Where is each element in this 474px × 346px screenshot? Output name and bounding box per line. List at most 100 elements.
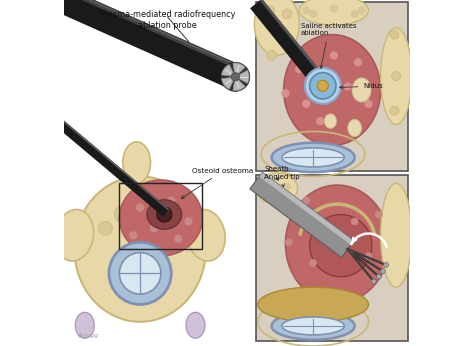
Ellipse shape bbox=[187, 210, 225, 261]
Ellipse shape bbox=[282, 317, 344, 335]
Ellipse shape bbox=[74, 176, 206, 322]
Ellipse shape bbox=[119, 180, 202, 256]
Circle shape bbox=[365, 100, 373, 108]
Ellipse shape bbox=[272, 143, 355, 172]
Ellipse shape bbox=[282, 148, 344, 167]
Ellipse shape bbox=[272, 312, 355, 340]
Circle shape bbox=[330, 4, 338, 13]
Circle shape bbox=[167, 197, 175, 205]
Circle shape bbox=[383, 263, 389, 267]
Circle shape bbox=[310, 259, 317, 267]
Circle shape bbox=[381, 269, 385, 274]
Ellipse shape bbox=[381, 183, 412, 287]
Bar bbox=[119, 183, 202, 249]
Circle shape bbox=[174, 235, 182, 243]
Polygon shape bbox=[250, 172, 354, 257]
Circle shape bbox=[295, 65, 303, 73]
Circle shape bbox=[376, 274, 381, 279]
Polygon shape bbox=[59, 117, 169, 211]
Circle shape bbox=[231, 73, 239, 81]
Polygon shape bbox=[41, 0, 242, 90]
Circle shape bbox=[146, 210, 162, 226]
Polygon shape bbox=[250, 172, 354, 257]
Ellipse shape bbox=[285, 185, 389, 303]
Circle shape bbox=[276, 188, 284, 196]
Circle shape bbox=[285, 238, 293, 246]
Circle shape bbox=[330, 51, 338, 60]
Text: Jkrugg: Jkrugg bbox=[78, 333, 98, 338]
Wedge shape bbox=[221, 77, 235, 89]
Ellipse shape bbox=[186, 312, 205, 338]
Circle shape bbox=[365, 252, 372, 260]
Ellipse shape bbox=[352, 78, 371, 102]
Circle shape bbox=[354, 58, 362, 66]
Ellipse shape bbox=[324, 114, 337, 128]
Circle shape bbox=[302, 100, 310, 108]
Wedge shape bbox=[233, 63, 245, 77]
Circle shape bbox=[136, 203, 144, 212]
Text: Sheath: Sheath bbox=[264, 166, 289, 180]
Circle shape bbox=[265, 6, 275, 15]
Polygon shape bbox=[260, 172, 354, 244]
Circle shape bbox=[390, 30, 399, 39]
Circle shape bbox=[375, 211, 383, 218]
Ellipse shape bbox=[147, 200, 182, 229]
Circle shape bbox=[129, 231, 137, 239]
Wedge shape bbox=[233, 77, 245, 91]
Circle shape bbox=[281, 89, 290, 98]
Text: Angled tip: Angled tip bbox=[264, 174, 299, 187]
Wedge shape bbox=[235, 70, 249, 83]
Polygon shape bbox=[50, 0, 242, 71]
Circle shape bbox=[184, 217, 193, 226]
Circle shape bbox=[283, 183, 292, 191]
Circle shape bbox=[309, 10, 317, 18]
Circle shape bbox=[109, 242, 171, 304]
FancyBboxPatch shape bbox=[256, 2, 408, 171]
Circle shape bbox=[99, 221, 112, 235]
Circle shape bbox=[157, 207, 172, 222]
Circle shape bbox=[316, 117, 324, 125]
Circle shape bbox=[344, 82, 352, 91]
Circle shape bbox=[266, 181, 274, 189]
Ellipse shape bbox=[284, 35, 381, 145]
Circle shape bbox=[273, 30, 283, 39]
Circle shape bbox=[299, 211, 307, 218]
Circle shape bbox=[310, 73, 336, 99]
Ellipse shape bbox=[123, 142, 151, 183]
Ellipse shape bbox=[299, 0, 368, 25]
Circle shape bbox=[221, 62, 250, 91]
Circle shape bbox=[119, 253, 161, 294]
Ellipse shape bbox=[254, 0, 299, 55]
Circle shape bbox=[317, 80, 328, 91]
Ellipse shape bbox=[256, 173, 298, 204]
Circle shape bbox=[172, 226, 184, 238]
Ellipse shape bbox=[310, 215, 372, 277]
Ellipse shape bbox=[381, 28, 412, 125]
Text: Nidus: Nidus bbox=[340, 83, 383, 89]
Wedge shape bbox=[221, 64, 235, 77]
Text: Osteoid osteoma: Osteoid osteoma bbox=[181, 168, 253, 199]
Circle shape bbox=[371, 279, 376, 284]
Text: Saline activates
ablation: Saline activates ablation bbox=[301, 23, 356, 69]
Circle shape bbox=[351, 218, 358, 225]
Circle shape bbox=[302, 6, 310, 15]
Ellipse shape bbox=[75, 312, 94, 338]
Circle shape bbox=[305, 68, 341, 104]
Circle shape bbox=[150, 224, 158, 233]
Ellipse shape bbox=[348, 119, 362, 137]
Text: Plasma-mediated radiofrequency
ablation probe: Plasma-mediated radiofrequency ablation … bbox=[100, 10, 235, 30]
Ellipse shape bbox=[55, 210, 94, 261]
Polygon shape bbox=[250, 0, 328, 90]
Polygon shape bbox=[259, 172, 354, 245]
Circle shape bbox=[350, 10, 359, 18]
Circle shape bbox=[114, 206, 131, 223]
Circle shape bbox=[267, 51, 276, 60]
Circle shape bbox=[392, 72, 401, 81]
Circle shape bbox=[283, 9, 292, 19]
Polygon shape bbox=[260, 0, 328, 82]
Ellipse shape bbox=[258, 287, 368, 322]
FancyBboxPatch shape bbox=[256, 175, 408, 341]
Circle shape bbox=[390, 106, 399, 115]
Polygon shape bbox=[54, 117, 169, 217]
Circle shape bbox=[357, 6, 366, 15]
